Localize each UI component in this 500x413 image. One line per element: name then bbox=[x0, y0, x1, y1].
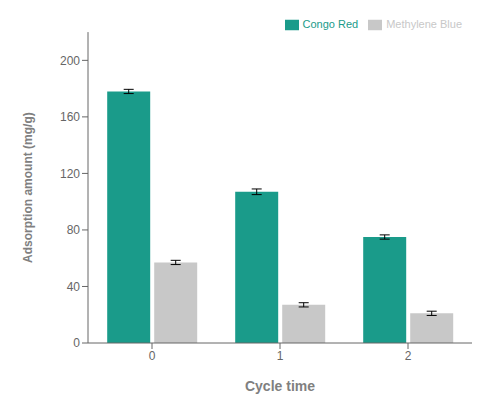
svg-text:160: 160 bbox=[60, 110, 80, 124]
html-text:Congo Red: Congo Red bbox=[302, 18, 359, 30]
svg-text:0: 0 bbox=[73, 336, 80, 350]
svg-text:40: 40 bbox=[67, 280, 81, 294]
svg-text:120: 120 bbox=[60, 167, 80, 181]
svg-text:200: 200 bbox=[60, 54, 80, 68]
svg-text:0: 0 bbox=[149, 349, 156, 363]
svg-text:Adsorption amount (mg/g): Adsorption amount (mg/g) bbox=[21, 112, 35, 263]
svg-text:80: 80 bbox=[67, 223, 81, 237]
svg-text:1: 1 bbox=[277, 349, 284, 363]
svg-text:Cycle time: Cycle time bbox=[245, 378, 315, 394]
html-text:Methylene Blue: Methylene Blue bbox=[386, 18, 462, 30]
svg-text:2: 2 bbox=[405, 349, 412, 363]
